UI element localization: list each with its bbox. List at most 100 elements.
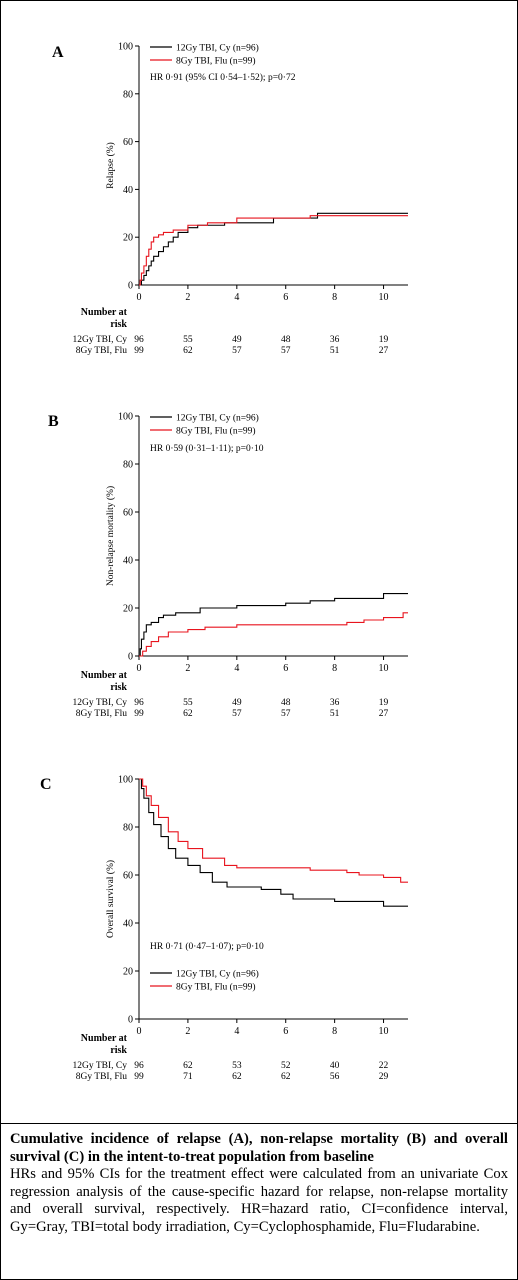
risk-row-label: 8Gy TBI, Flu bbox=[76, 346, 128, 356]
risk-value: 19 bbox=[379, 335, 389, 345]
risk-value: 62 bbox=[183, 346, 193, 356]
x-tick-label: 8 bbox=[332, 663, 337, 674]
risk-table-header: Number at bbox=[81, 670, 128, 681]
risk-value: 96 bbox=[134, 335, 144, 345]
panel-label: B bbox=[48, 413, 59, 430]
risk-value: 29 bbox=[379, 1072, 389, 1082]
x-tick-label: 4 bbox=[234, 663, 239, 674]
risk-value: 22 bbox=[379, 1061, 389, 1071]
y-tick-label: 0 bbox=[128, 652, 133, 663]
risk-value: 27 bbox=[379, 709, 389, 719]
y-axis-label: Overall survival (%) bbox=[105, 860, 116, 938]
y-tick-label: 40 bbox=[123, 919, 133, 930]
series-line-2 bbox=[139, 612, 408, 657]
x-tick-label: 2 bbox=[185, 1026, 190, 1037]
y-tick-label: 20 bbox=[123, 233, 133, 244]
risk-value: 62 bbox=[183, 709, 193, 719]
x-tick-label: 4 bbox=[234, 292, 239, 303]
risk-value: 96 bbox=[134, 698, 144, 708]
panel-label: A bbox=[52, 44, 64, 61]
risk-row-label: 8Gy TBI, Flu bbox=[76, 1072, 128, 1082]
chart-panel-a: A 0 20 40 60 80 100 0 2 4 6 8 10 Relapse (%) 12Gy TBI,… bbox=[52, 42, 408, 356]
legend-entry-1: 12Gy TBI, Cy (n=96) bbox=[176, 969, 259, 980]
panel-label: C bbox=[40, 776, 52, 793]
risk-table-header: risk bbox=[110, 682, 127, 693]
series-line-2 bbox=[139, 215, 408, 286]
risk-value: 71 bbox=[183, 1072, 193, 1082]
risk-value: 57 bbox=[281, 709, 291, 719]
risk-value: 55 bbox=[183, 335, 193, 345]
figure-caption: Cumulative incidence of relapse (A), non… bbox=[10, 1131, 508, 1237]
risk-value: 57 bbox=[281, 346, 291, 356]
risk-value: 62 bbox=[183, 1061, 193, 1071]
y-tick-label: 20 bbox=[123, 604, 133, 615]
risk-value: 36 bbox=[330, 335, 340, 345]
x-tick-label: 6 bbox=[283, 663, 288, 674]
x-tick-label: 0 bbox=[137, 663, 142, 674]
y-tick-label: 80 bbox=[123, 460, 133, 471]
caption-body: HRs and 95% CIs for the treatment effect… bbox=[10, 1166, 508, 1235]
y-tick-label: 60 bbox=[123, 871, 133, 882]
x-tick-label: 4 bbox=[234, 1026, 239, 1037]
x-tick-label: 10 bbox=[379, 663, 389, 674]
x-tick-label: 6 bbox=[283, 292, 288, 303]
hr-annotation: HR 0·91 (95% CI 0·54–1·52); p=0·72 bbox=[150, 72, 296, 83]
risk-value: 52 bbox=[281, 1061, 291, 1071]
y-axis-label: Non-relapse mortality (%) bbox=[105, 486, 116, 586]
legend-entry-2: 8Gy TBI, Flu (n=99) bbox=[176, 426, 256, 437]
risk-value: 62 bbox=[232, 1072, 242, 1082]
risk-value: 51 bbox=[330, 709, 340, 719]
risk-value: 57 bbox=[232, 709, 242, 719]
hr-annotation: HR 0·59 (0·31–1·11); p=0·10 bbox=[150, 443, 264, 454]
chart-panel-c: C 0 20 40 60 80 100 0 2 4 6 8 10 Overall survival (%)… bbox=[40, 775, 408, 1082]
risk-table-header: Number at bbox=[81, 307, 128, 318]
risk-value: 36 bbox=[330, 698, 340, 708]
y-tick-label: 100 bbox=[118, 775, 133, 786]
risk-row-label: 8Gy TBI, Flu bbox=[76, 709, 128, 719]
risk-value: 62 bbox=[281, 1072, 291, 1082]
caption-divider bbox=[0, 1123, 518, 1124]
y-tick-label: 100 bbox=[118, 412, 133, 423]
risk-value: 27 bbox=[379, 346, 389, 356]
y-tick-label: 40 bbox=[123, 185, 133, 196]
y-tick-label: 100 bbox=[118, 42, 133, 53]
risk-table-header: risk bbox=[110, 319, 127, 330]
risk-value: 99 bbox=[134, 1072, 144, 1082]
risk-value: 96 bbox=[134, 1061, 144, 1071]
risk-value: 19 bbox=[379, 698, 389, 708]
risk-row-label: 12Gy TBI, Cy bbox=[73, 698, 128, 708]
risk-row-label: 12Gy TBI, Cy bbox=[73, 335, 128, 345]
risk-value: 51 bbox=[330, 346, 340, 356]
y-tick-label: 80 bbox=[123, 89, 133, 100]
y-tick-label: 40 bbox=[123, 556, 133, 567]
y-tick-label: 0 bbox=[128, 281, 133, 292]
risk-value: 56 bbox=[330, 1072, 340, 1082]
risk-value: 57 bbox=[232, 346, 242, 356]
risk-table-header: Number at bbox=[81, 1033, 128, 1044]
chart-panel-b: B 0 20 40 60 80 100 0 2 4 6 8 10 Non-relapse mortalit… bbox=[48, 412, 408, 719]
series-line-1 bbox=[139, 212, 408, 286]
x-tick-label: 8 bbox=[332, 1026, 337, 1037]
x-tick-label: 2 bbox=[185, 663, 190, 674]
x-tick-label: 0 bbox=[137, 292, 142, 303]
series-line-1 bbox=[139, 593, 408, 657]
risk-value: 48 bbox=[281, 335, 291, 345]
series-line-2 bbox=[139, 778, 408, 883]
x-tick-label: 10 bbox=[379, 1026, 389, 1037]
risk-value: 48 bbox=[281, 698, 291, 708]
series-line-1 bbox=[139, 778, 408, 907]
risk-value: 55 bbox=[183, 698, 193, 708]
legend-entry-1: 12Gy TBI, Cy (n=96) bbox=[176, 413, 259, 424]
hr-annotation: HR 0·71 (0·47–1·07); p=0·10 bbox=[150, 941, 264, 952]
x-tick-label: 2 bbox=[185, 292, 190, 303]
risk-value: 53 bbox=[232, 1061, 242, 1071]
risk-value: 99 bbox=[134, 346, 144, 356]
legend-entry-2: 8Gy TBI, Flu (n=99) bbox=[176, 982, 256, 993]
risk-value: 40 bbox=[330, 1061, 340, 1071]
x-tick-label: 6 bbox=[283, 1026, 288, 1037]
y-axis-label: Relapse (%) bbox=[105, 142, 116, 189]
risk-value: 49 bbox=[232, 698, 242, 708]
risk-table-header: risk bbox=[110, 1045, 127, 1056]
risk-row-label: 12Gy TBI, Cy bbox=[73, 1061, 128, 1071]
